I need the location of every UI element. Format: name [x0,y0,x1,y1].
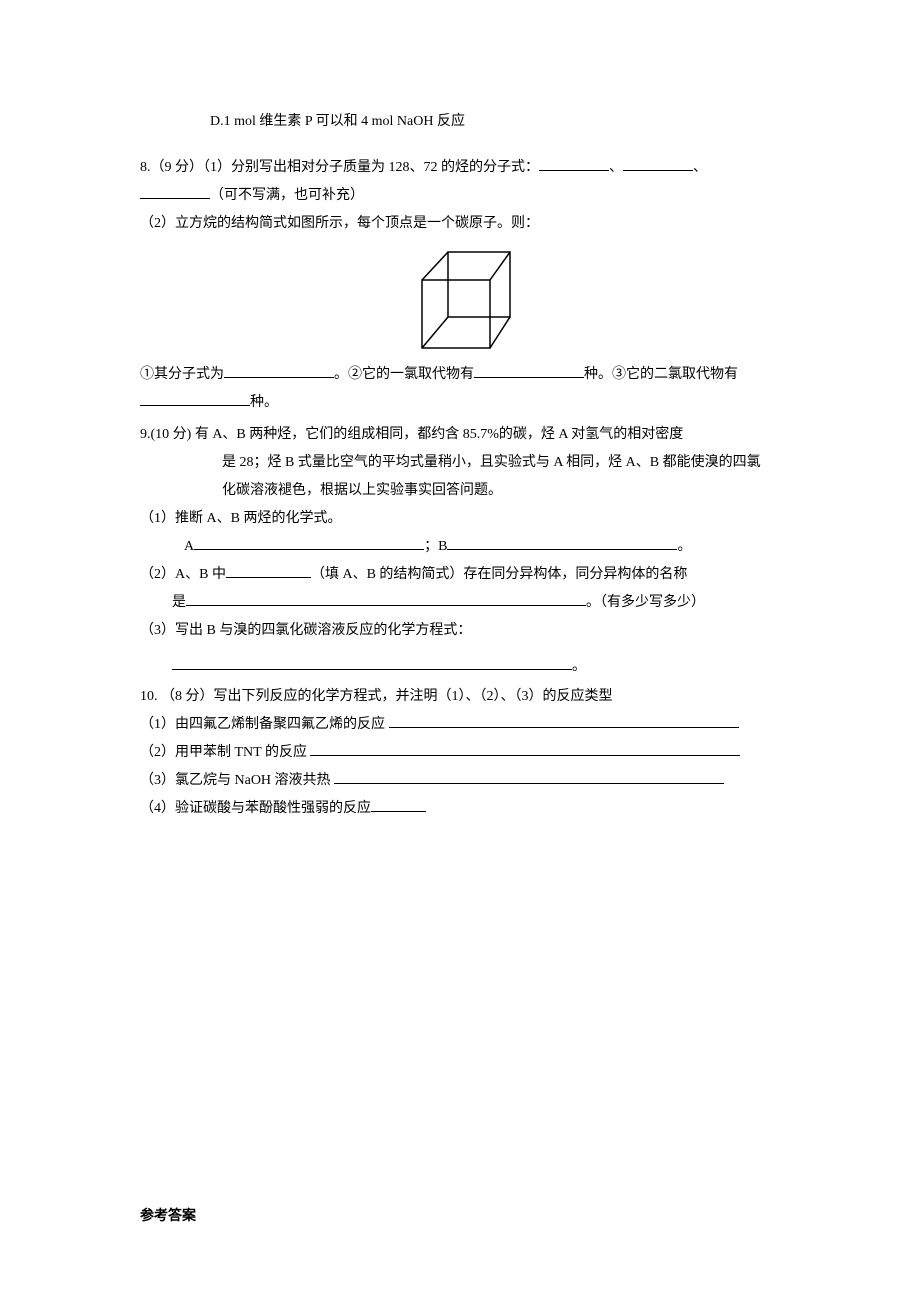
cube-icon [416,246,514,352]
q8-part2-text: （2）立方烷的结构简式如图所示，每个顶点是一个碳原子。则： [140,210,790,238]
q8-blank-2[interactable] [623,155,693,171]
q9-p1-a-label: A [184,539,194,554]
q8-fill1-post: 。②它的一氯取代物有 [334,367,474,382]
q8-fill-line1: ①其分子式为 。②它的一氯取代物有 种。③它的二氯取代物有 [140,361,790,389]
q9-blank-b[interactable] [447,534,677,550]
q10-blank-4[interactable] [371,796,426,812]
q8-part1-text: 8.（9 分）（1）分别写出相对分子质量为 128、72 的烃的分子式： [140,160,539,175]
q10-p3-text: （3）氯乙烷与 NaOH 溶液共热 [140,773,334,788]
q8-sep1: 、 [609,160,623,175]
q10-blank-2[interactable] [310,740,740,756]
q8-line2-text: （可不写满，也可补充） [210,188,364,203]
q10-blank-3[interactable] [334,768,724,784]
q8-fill-line2: 种。 [140,389,790,417]
q8-blank-1[interactable] [539,155,609,171]
q8-part1-line2: （可不写满，也可补充） [140,182,790,210]
q9-line2: 是 28；烃 B 式量比空气的平均式量稍小，且实验式与 A 相同，烃 A、B 都… [140,449,790,477]
q8-fill1-post2: 种。③它的二氯取代物有 [584,367,738,382]
q9-p1-end: 。 [677,539,691,554]
q8-blank-formula[interactable] [224,362,334,378]
q10-p1-text: （1）由四氟乙烯制备聚四氟乙烯的反应 [140,717,389,732]
q10-p4-text: （4）验证碳酸与苯酚酸性强弱的反应 [140,801,371,816]
q9-p2-line2-post: 。（有多少写多少） [586,595,705,610]
q10-p3: （3）氯乙烷与 NaOH 溶液共热 [140,767,790,795]
q9-p2-line1: （2）A、B 中 （填 A、B 的结构简式）存在同分异构体，同分异构体的名称 [140,561,790,589]
q9-blank-isomer[interactable] [186,590,586,606]
q10-blank-1[interactable] [389,712,739,728]
q9-line1: 9.(10 分) 有 A、B 两种烃，它们的组成相同，都约含 85.7%的碳，烃… [140,421,790,449]
q9-p3-end: 。 [572,659,586,674]
cube-figure [140,246,790,357]
q9-p3-answer: 。 [140,653,790,681]
q9-blank-a[interactable] [194,534,424,550]
q7-option-d: D.1 mol 维生素 P 可以和 4 mol NaOH 反应 [140,108,790,136]
q8-part1-line1: 8.（9 分）（1）分别写出相对分子质量为 128、72 的烃的分子式： 、 、 [140,154,790,182]
q10-p2: （2）用甲苯制 TNT 的反应 [140,739,790,767]
q10-p4: （4）验证碳酸与苯酚酸性强弱的反应 [140,795,790,823]
q9-blank-equation[interactable] [172,654,572,670]
q9-p1-answer: A ；B 。 [140,533,790,561]
q9-p3: （3）写出 B 与溴的四氯化碳溶液反应的化学方程式： [140,617,790,645]
q9-p2-pre: （2）A、B 中 [140,567,226,582]
q8-blank-di[interactable] [140,390,250,406]
q8-blank-3[interactable] [140,183,210,199]
q10-header: 10. （8 分）写出下列反应的化学方程式，并注明（1）、（2）、（3）的反应类… [140,683,790,711]
q9-line3: 化碳溶液褪色，根据以上实验事实回答问题。 [140,477,790,505]
q8-fill1-pre: ①其分子式为 [140,367,224,382]
q8-blank-mono[interactable] [474,362,584,378]
q10-p1: （1）由四氟乙烯制备聚四氟乙烯的反应 [140,711,790,739]
q9-p1: （1）推断 A、B 两烃的化学式。 [140,505,790,533]
q8-fill2-post: 种。 [250,395,278,410]
q9-p2-line2: 是 。（有多少写多少） [140,589,790,617]
q8-sep2: 、 [693,160,707,175]
answer-key-heading: 参考答案 [140,1203,790,1231]
q10-p2-text: （2）用甲苯制 TNT 的反应 [140,745,310,760]
q9-blank-ab[interactable] [226,562,311,578]
q9-p2-mid: （填 A、B 的结构简式）存在同分异构体，同分异构体的名称 [311,567,687,582]
q9-p1-sep: ；B [424,539,447,554]
q9-p2-line2-pre: 是 [172,595,186,610]
